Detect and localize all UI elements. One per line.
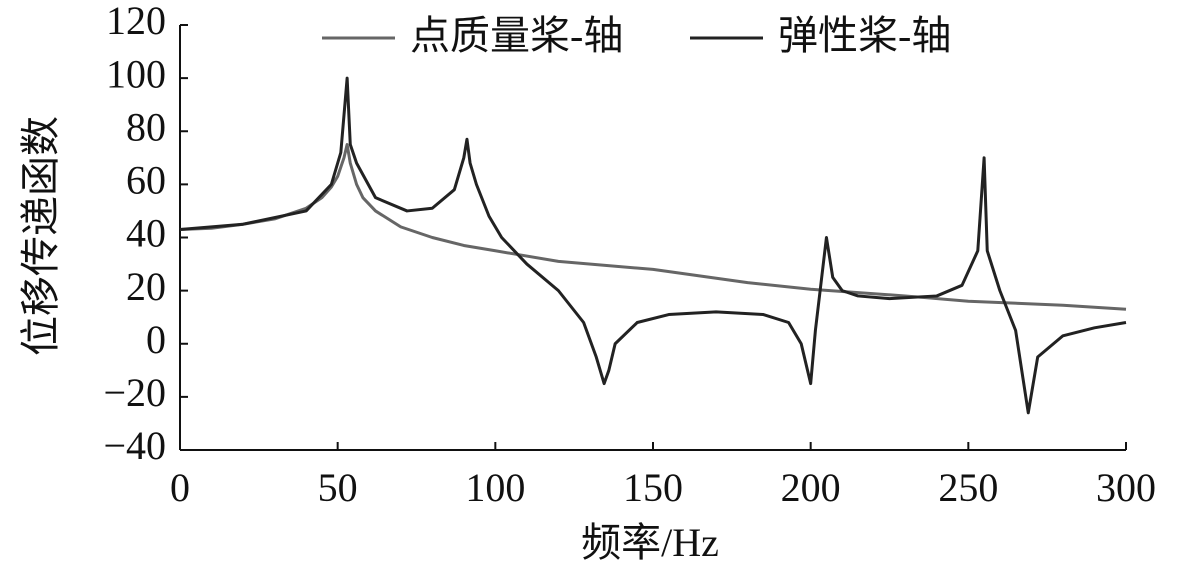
y-tick-label: −20 bbox=[103, 370, 166, 415]
y-axis-title: 位移传递函数 bbox=[18, 116, 63, 356]
x-tick-label: 300 bbox=[1096, 465, 1156, 510]
legend-label: 点质量桨-轴 bbox=[410, 13, 623, 58]
x-tick-label: 200 bbox=[781, 465, 841, 510]
y-tick-label: 40 bbox=[126, 211, 166, 256]
x-tick-label: 250 bbox=[938, 465, 998, 510]
x-axis-title: 频率/Hz bbox=[581, 520, 719, 565]
y-tick-label: 80 bbox=[126, 104, 166, 149]
y-tick-label: −40 bbox=[103, 423, 166, 468]
x-tick-label: 150 bbox=[623, 465, 683, 510]
x-tick-label: 100 bbox=[465, 465, 525, 510]
y-tick-label: 100 bbox=[106, 51, 166, 96]
y-tick-label: 0 bbox=[146, 317, 166, 362]
y-tick-label: 20 bbox=[126, 264, 166, 309]
series-line bbox=[179, 76, 1127, 415]
y-tick-label: 120 bbox=[106, 0, 166, 43]
legend-label: 弹性桨-轴 bbox=[778, 13, 951, 58]
x-tick-label: 0 bbox=[170, 465, 190, 510]
y-tick-label: 60 bbox=[126, 158, 166, 203]
x-tick-label: 50 bbox=[318, 465, 358, 510]
